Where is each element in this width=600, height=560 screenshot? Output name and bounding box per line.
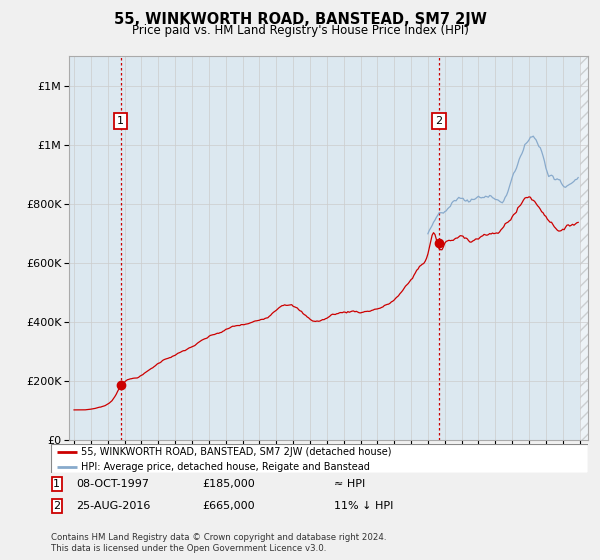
Text: £665,000: £665,000 [202,501,255,511]
Text: ≈ HPI: ≈ HPI [334,479,365,489]
Text: 11% ↓ HPI: 11% ↓ HPI [334,501,394,511]
Text: 08-OCT-1997: 08-OCT-1997 [76,479,149,489]
Text: HPI: Average price, detached house, Reigate and Banstead: HPI: Average price, detached house, Reig… [80,462,370,472]
Bar [580,26,596,440]
Text: 55, WINKWORTH ROAD, BANSTEAD, SM7 2JW: 55, WINKWORTH ROAD, BANSTEAD, SM7 2JW [113,12,487,27]
Text: 1: 1 [117,116,124,126]
Text: 55, WINKWORTH ROAD, BANSTEAD, SM7 2JW (detached house): 55, WINKWORTH ROAD, BANSTEAD, SM7 2JW (d… [80,447,391,457]
Text: Price paid vs. HM Land Registry's House Price Index (HPI): Price paid vs. HM Land Registry's House … [131,24,469,36]
Text: 25-AUG-2016: 25-AUG-2016 [76,501,151,511]
Text: 2: 2 [436,116,442,126]
Text: £185,000: £185,000 [202,479,255,489]
Text: 1: 1 [53,479,60,489]
Text: Contains HM Land Registry data © Crown copyright and database right 2024.
This d: Contains HM Land Registry data © Crown c… [51,533,386,553]
Bar [580,26,596,440]
Text: 2: 2 [53,501,61,511]
